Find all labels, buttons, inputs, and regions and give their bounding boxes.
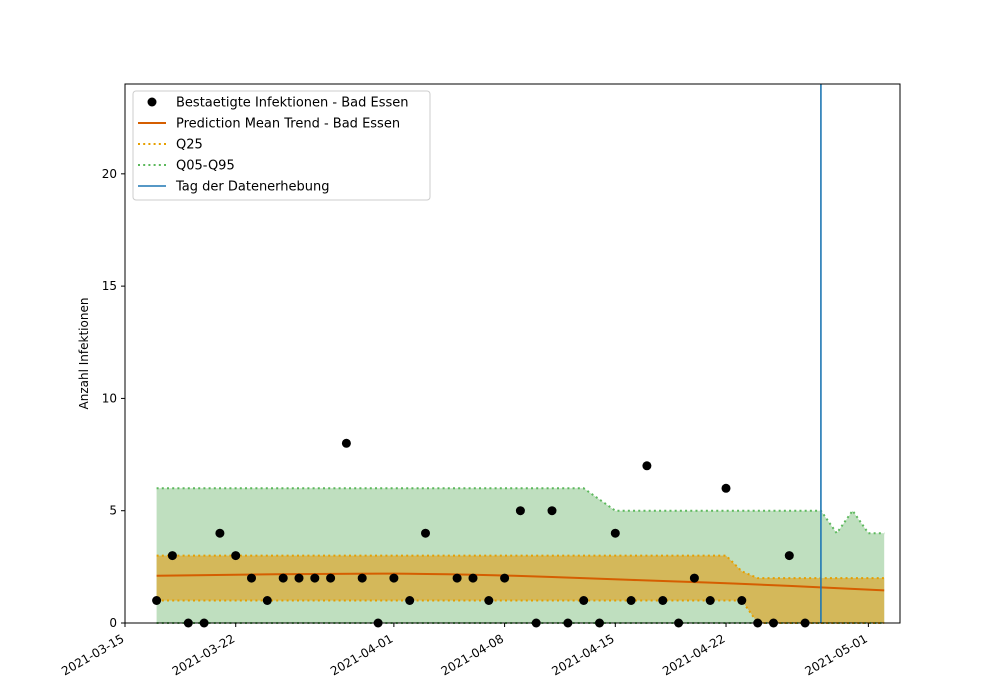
observed-point — [689, 573, 699, 583]
legend-handle-points — [147, 97, 157, 107]
observed-point — [389, 573, 399, 583]
y-tick-label: 5 — [109, 504, 117, 518]
legend-label: Q05-Q95 — [176, 159, 235, 174]
observed-point — [484, 596, 494, 605]
legend-label: Q25 — [176, 138, 203, 153]
observed-point — [405, 596, 415, 605]
observed-point — [215, 528, 225, 538]
observed-point — [579, 596, 589, 605]
observed-point — [658, 596, 668, 605]
observed-point — [247, 573, 256, 583]
observed-point — [421, 528, 430, 538]
y-tick-label: 0 — [109, 616, 117, 630]
observed-point — [642, 461, 652, 471]
legend-label: Bestaetigte Infektionen - Bad Essen — [176, 96, 408, 111]
legend-label: Tag der Datenerhebung — [175, 180, 330, 195]
legend-label: Prediction Mean Trend - Bad Essen — [176, 117, 400, 132]
observed-point — [452, 573, 462, 583]
observed-point — [515, 506, 525, 516]
observed-point — [610, 528, 620, 538]
observed-point — [784, 551, 794, 561]
observed-point — [737, 596, 747, 605]
line-q95 — [156, 487, 885, 535]
plot-area — [152, 84, 885, 628]
observed-point — [310, 573, 320, 583]
line-mean-trend — [156, 572, 885, 592]
observed-point — [262, 596, 272, 605]
y-axis-label: Anzahl Infektionen — [77, 298, 91, 410]
legend-box — [132, 90, 431, 201]
y-tick-label: 10 — [102, 391, 117, 405]
legend: Bestaetigte Infektionen - Bad Essen Predi… — [132, 90, 431, 201]
observed-point — [326, 573, 336, 583]
observed-point — [357, 573, 367, 583]
y-tick-label: 20 — [102, 167, 117, 181]
line-q25-lower — [156, 599, 885, 624]
line-q25-upper — [156, 554, 885, 580]
observed-point — [278, 573, 288, 583]
observed-point — [721, 483, 731, 493]
observed-point — [626, 596, 636, 605]
observed-point — [705, 596, 715, 605]
observed-point — [547, 506, 557, 516]
observed-point — [468, 573, 478, 583]
observed-point — [231, 551, 241, 561]
observed-point — [341, 438, 351, 448]
observed-point — [167, 551, 177, 561]
observed-point — [152, 596, 162, 605]
plot-frame — [124, 83, 901, 624]
observed-point — [294, 573, 304, 583]
band-q25 — [156, 555, 885, 623]
observed-point — [500, 573, 510, 583]
y-tick-label: 15 — [102, 279, 117, 293]
